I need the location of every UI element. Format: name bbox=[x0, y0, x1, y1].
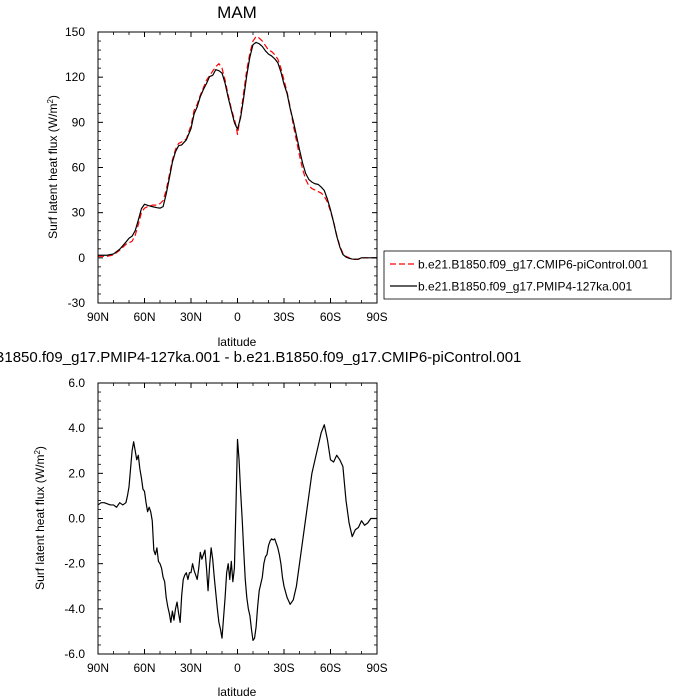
top-y-axis-label: Surf latent heat flux (W/m2) bbox=[46, 95, 61, 239]
top-y-tick-label: -30 bbox=[68, 296, 86, 310]
bottom-y-tick-label: 4.0 bbox=[68, 421, 85, 435]
bottom-y-tick-label: -2.0 bbox=[64, 557, 85, 571]
bottom-y-tick-label: -6.0 bbox=[64, 647, 85, 661]
bottom-x-axis-label: latitude bbox=[218, 685, 257, 699]
legend-label-127ka: b.e21.B1850.f09_g17.PMIP4-127ka.001 bbox=[418, 280, 632, 294]
legend-box bbox=[383, 250, 672, 300]
top-y-tick-label: 0 bbox=[78, 251, 85, 265]
bottom-series-layer bbox=[97, 424, 377, 642]
top-x-tick-label: 60N bbox=[133, 310, 155, 324]
bottom-x-tick-label: 60S bbox=[320, 661, 341, 675]
top-series-line-0 bbox=[98, 35, 377, 260]
bottom-y-tick-label: 0.0 bbox=[68, 512, 85, 526]
bottom-series-line-0 bbox=[97, 424, 377, 642]
top-panel-title: MAM bbox=[217, 3, 257, 22]
top-tick-layer: 90N 60N 30N 0 30S 60S 90S -30 0 30 60 90 120 150 bbox=[65, 25, 388, 324]
legend: b.e21.B1850.f09_g17.CMIP6-piControl.001 … bbox=[383, 250, 672, 300]
top-series-line-1 bbox=[98, 41, 377, 260]
top-x-axis-label: latitude bbox=[218, 335, 257, 349]
top-panel: MAM 90N 60N 30N 0 30S 60S 90S-300306090120150 … bbox=[46, 3, 388, 349]
top-y-tick-label: 90 bbox=[72, 115, 86, 129]
bottom-y-tick-label: 2.0 bbox=[68, 466, 85, 480]
bottom-tick-layer: 90N 60N 30N 0 30S 60S 90S -6.0 -4.0 -2.0 0.0 2.0 4.0… bbox=[64, 376, 387, 675]
top-x-tick-label: 60S bbox=[320, 310, 341, 324]
bottom-x-tick-label: 90N bbox=[87, 661, 109, 675]
bottom-y-axis-label: Surf latent heat flux (W/m2) bbox=[33, 446, 48, 590]
top-y-tick-label: 60 bbox=[72, 161, 86, 175]
bottom-y-tick-label: 6.0 bbox=[68, 376, 85, 390]
bottom-x-tick-label: 30N bbox=[180, 661, 202, 675]
top-x-tick-label: 90S bbox=[366, 310, 387, 324]
legend-label-picontrol: b.e21.B1850.f09_g17.CMIP6-piControl.001 bbox=[418, 258, 648, 272]
top-y-tick-label: 120 bbox=[65, 70, 85, 84]
top-x-tick-label: 30N bbox=[180, 310, 202, 324]
bottom-panel: b.e21.B1850.f09_g17.PMIP4-127ka.001 - b.… bbox=[0, 349, 521, 699]
bottom-panel-title: b.e21.B1850.f09_g17.PMIP4-127ka.001 - b.… bbox=[0, 349, 521, 366]
bottom-x-tick-label: 60N bbox=[133, 661, 155, 675]
bottom-x-tick-label: 0 bbox=[234, 661, 241, 675]
bottom-x-tick-label: 90S bbox=[366, 661, 387, 675]
bottom-y-tick-label: -4.0 bbox=[64, 602, 85, 616]
top-x-tick-label: 90N bbox=[87, 310, 109, 324]
top-y-tick-label: 150 bbox=[65, 25, 85, 39]
bottom-x-tick-label: 30S bbox=[273, 661, 294, 675]
top-x-tick-label: 30S bbox=[273, 310, 294, 324]
top-y-tick-label: 30 bbox=[72, 206, 86, 220]
top-series-layer bbox=[98, 35, 377, 260]
top-x-tick-label: 0 bbox=[234, 310, 241, 324]
